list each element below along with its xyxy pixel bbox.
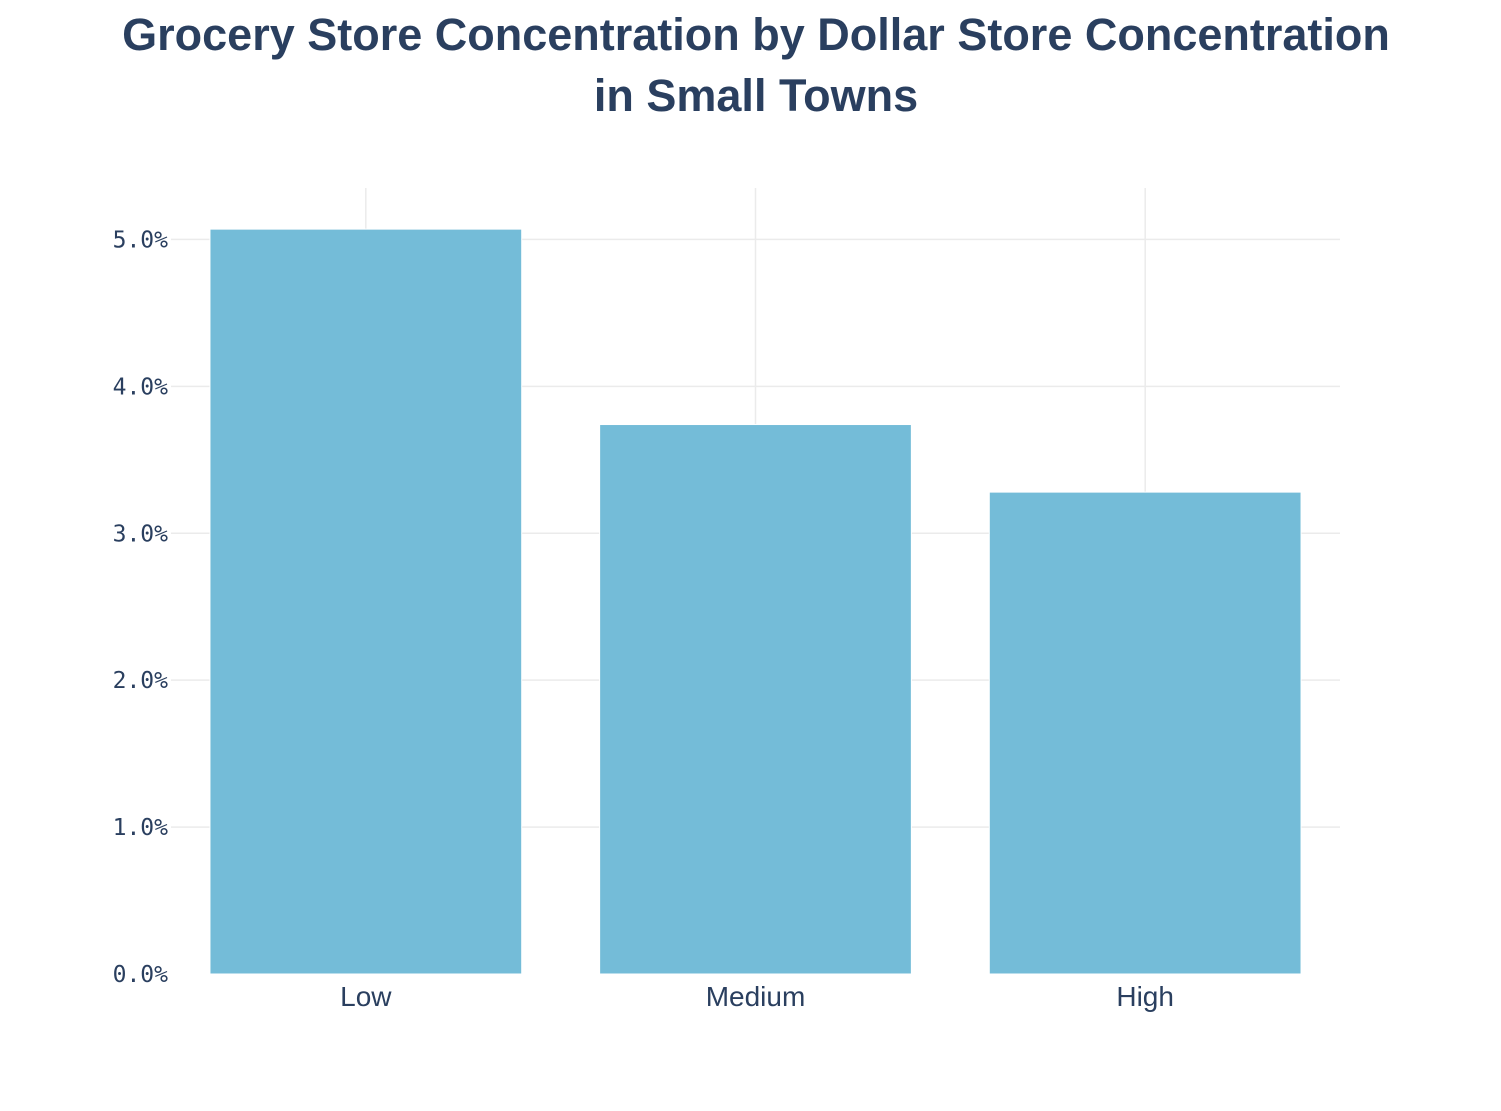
y-tick-label: 3.0% (113, 521, 169, 547)
bar-low (209, 228, 523, 975)
bars (209, 228, 1302, 975)
y-tick-label: 0.0% (113, 962, 169, 988)
y-tick-label: 2.0% (113, 668, 169, 694)
x-tick-label: Low (340, 981, 392, 1012)
y-tick-label: 5.0% (113, 227, 169, 253)
bar-medium (599, 424, 912, 975)
bar-high (988, 491, 1302, 975)
y-tick-label: 4.0% (113, 374, 169, 400)
y-axis-tick-labels: 0.0% 1.0% 2.0% 3.0% 4.0% 5.0% (113, 227, 169, 988)
chart-title-line-1: Grocery Store Concentration by Dollar St… (122, 9, 1390, 60)
x-axis-tick-labels: Low Medium High (340, 981, 1174, 1012)
chart-title-line-2: in Small Towns (593, 70, 919, 121)
y-tick-label: 1.0% (113, 815, 169, 841)
chart-title: Grocery Store Concentration by Dollar St… (0, 4, 1501, 126)
x-tick-label: Medium (706, 981, 806, 1012)
x-tick-label: High (1116, 981, 1174, 1012)
